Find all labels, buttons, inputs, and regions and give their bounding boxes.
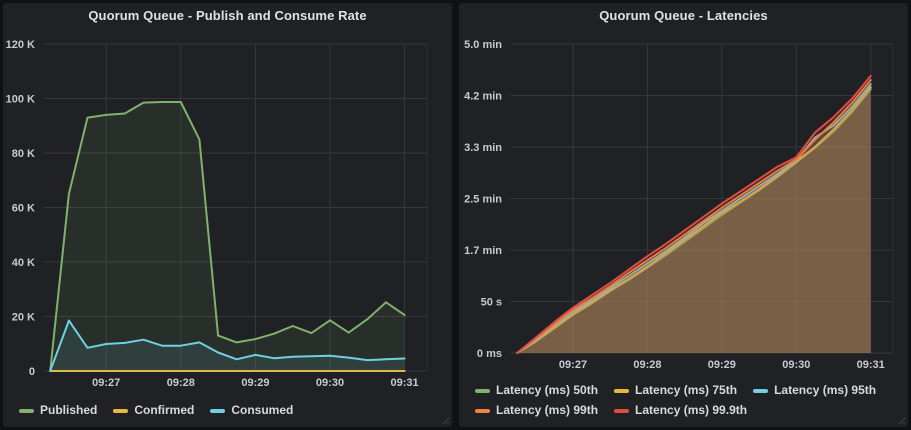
- series-line-latency-ms-95th[interactable]: [516, 83, 872, 354]
- series-fill-latency-ms-95th: [517, 84, 871, 353]
- x-tick-label: 09:27: [559, 359, 587, 371]
- legend-label: Consumed: [231, 403, 294, 417]
- legend-color-marker: [614, 408, 630, 413]
- panel-resize-handle[interactable]: [440, 415, 449, 424]
- y-tick-label: 60 K: [12, 203, 35, 215]
- legend-item-latency-ms-75th[interactable]: Latency (ms) 75th: [614, 382, 737, 399]
- y-tick-label: 3.3 min: [464, 142, 502, 154]
- legend: Published Confirmed Consumed: [19, 402, 442, 419]
- y-tick-label: 50 s: [481, 297, 502, 309]
- quorum-queue-publish-and-consume-rate-plot[interactable]: 0 20 K 40 K 60 K 80 K 100 K 120 K 09:27 09:28 09:…: [3, 3, 452, 427]
- legend-label: Latency (ms) 99th: [496, 403, 599, 417]
- x-tick-label: 09:31: [391, 377, 419, 389]
- legend-color-marker: [614, 388, 630, 393]
- series-line-published[interactable]: [49, 101, 406, 372]
- series-line-latency-ms-99th[interactable]: [516, 79, 872, 354]
- y-tick-label: 40 K: [12, 257, 35, 269]
- y-tick-label: 0 ms: [477, 348, 502, 360]
- panel-title[interactable]: Quorum Queue - Publish and Consume Rate: [88, 8, 367, 23]
- x-tick-label: 09:30: [316, 377, 344, 389]
- x-tick-label: 09:28: [633, 359, 661, 371]
- x-tick-label: 09:29: [708, 359, 736, 371]
- legend-color-marker: [475, 408, 490, 413]
- y-tick-label: 5.0 min: [464, 39, 502, 51]
- y-tick-label: 120 K: [6, 39, 35, 51]
- y-tick-label: 1.7 min: [464, 245, 502, 257]
- panel-title[interactable]: Quorum Queue - Latencies: [599, 8, 768, 23]
- series-line-latency-ms-99-9th[interactable]: [516, 74, 872, 354]
- x-tick-label: 09:28: [167, 377, 195, 389]
- legend-label: Confirmed: [134, 403, 195, 417]
- legend-label: Latency (ms) 75th: [635, 383, 738, 397]
- legend-item-latency-ms-99-9th[interactable]: Latency (ms) 99.9th: [614, 402, 747, 419]
- x-tick-label: 09:29: [241, 377, 269, 389]
- legend-color-marker: [753, 388, 769, 393]
- legend-item-latency-ms-99th[interactable]: Latency (ms) 99th: [475, 402, 598, 419]
- x-tick-label: 09:30: [782, 359, 810, 371]
- panel-publish-consume-rate: Quorum Queue - Publish and Consume Rate …: [3, 3, 452, 427]
- legend-color-marker: [113, 408, 129, 413]
- panel-latencies: Quorum Queue - Latencies 0 ms 50 s 1.7 min…: [459, 3, 908, 427]
- y-tick-label: 4.2 min: [464, 91, 502, 103]
- series-fill-latency-ms-75th: [517, 87, 871, 354]
- legend-item-latency-ms-95th[interactable]: Latency (ms) 95th: [753, 382, 876, 399]
- publish-consume-chart[interactable]: 0 20 K 40 K 60 K 80 K 100 K 120 K 09:27 09:28 09:…: [3, 3, 452, 427]
- y-tick-label: 100 K: [6, 94, 35, 106]
- legend: Latency (ms) 50th Latency (ms) 75th Latenc…: [475, 382, 898, 419]
- y-tick-label: 2.5 min: [464, 194, 502, 206]
- series-line-consumed[interactable]: [49, 319, 406, 372]
- legend-color-marker: [19, 408, 34, 413]
- y-tick-label: 80 K: [12, 148, 35, 160]
- x-tick-label: 09:31: [857, 359, 885, 371]
- series-fill-published: [50, 102, 405, 371]
- series-line-latency-ms-75th[interactable]: [516, 86, 872, 354]
- y-tick-label: 20 K: [12, 312, 35, 324]
- legend-item-latency-ms-50th[interactable]: Latency (ms) 50th: [475, 382, 598, 399]
- quorum-queue-latencies-plot[interactable]: 0 ms 50 s 1.7 min 2.5 min 3.3 min 4.2 min 5.0 …: [459, 3, 908, 427]
- legend-color-marker: [475, 388, 490, 393]
- legend-item-confirmed[interactable]: Confirmed: [113, 402, 194, 419]
- latencies-chart[interactable]: 0 ms 50 s 1.7 min 2.5 min 3.3 min 4.2 min 5.0 …: [459, 3, 908, 427]
- series-fill-consumed: [50, 320, 405, 371]
- series-fill-latency-ms-99th: [517, 80, 871, 353]
- legend-item-consumed[interactable]: Consumed: [210, 402, 293, 419]
- legend-label: Latency (ms) 95th: [774, 383, 877, 397]
- x-tick-label: 09:27: [92, 377, 120, 389]
- legend-label: Latency (ms) 50th: [496, 383, 599, 397]
- series-fill-latency-ms-99-9th: [517, 75, 871, 354]
- legend-label: Latency (ms) 99.9th: [635, 403, 748, 417]
- series-fill-latency-ms-50th: [517, 89, 871, 354]
- panel-resize-handle[interactable]: [896, 415, 905, 424]
- legend-label: Published: [40, 403, 98, 417]
- legend-color-marker: [210, 408, 226, 413]
- legend-item-published[interactable]: Published: [19, 402, 97, 419]
- y-tick-label: 0: [29, 366, 35, 378]
